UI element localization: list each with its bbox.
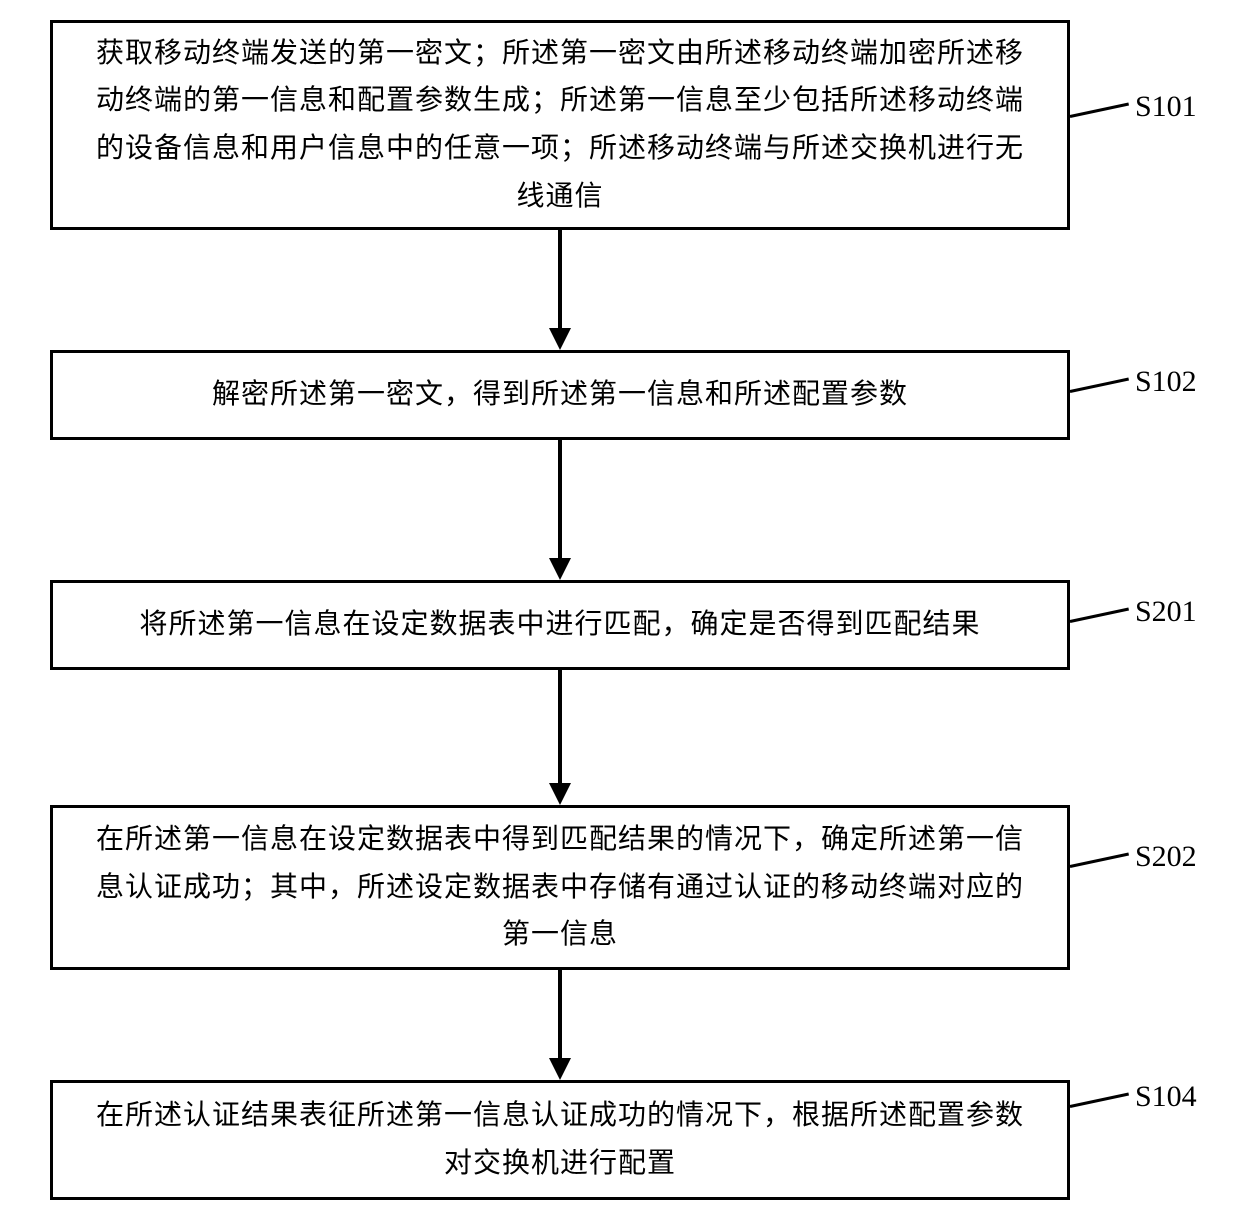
flow-edge [558, 230, 562, 328]
step-label: S201 [1135, 595, 1197, 629]
arrowhead-icon [549, 328, 571, 350]
flow-node-text: 在所述第一信息在设定数据表中得到匹配结果的情况下，确定所述第一信息认证成功；其中… [83, 816, 1037, 959]
step-label: S101 [1135, 90, 1197, 124]
flow-node-text: 将所述第一信息在设定数据表中进行匹配，确定是否得到匹配结果 [139, 601, 980, 649]
flow-node: 在所述认证结果表征所述第一信息认证成功的情况下，根据所述配置参数对交换机进行配置 [50, 1080, 1070, 1200]
arrowhead-icon [549, 783, 571, 805]
label-tick [1070, 103, 1129, 118]
flow-edge [558, 670, 562, 783]
flow-node-text: 获取移动终端发送的第一密文；所述第一密文由所述移动终端加密所述移动终端的第一信息… [83, 30, 1037, 220]
label-tick [1070, 378, 1129, 393]
label-tick [1070, 1093, 1129, 1108]
arrowhead-icon [549, 1058, 571, 1080]
step-label: S102 [1135, 365, 1197, 399]
flow-node: 获取移动终端发送的第一密文；所述第一密文由所述移动终端加密所述移动终端的第一信息… [50, 20, 1070, 230]
flow-edge [558, 970, 562, 1058]
flow-node: 将所述第一信息在设定数据表中进行匹配，确定是否得到匹配结果 [50, 580, 1070, 670]
step-label: S202 [1135, 840, 1197, 874]
flow-node: 解密所述第一密文，得到所述第一信息和所述配置参数 [50, 350, 1070, 440]
arrowhead-icon [549, 558, 571, 580]
step-label: S104 [1135, 1080, 1197, 1114]
flow-node-text: 解密所述第一密文，得到所述第一信息和所述配置参数 [212, 371, 908, 419]
label-tick [1070, 853, 1129, 868]
label-tick [1070, 608, 1129, 623]
flow-edge [558, 440, 562, 558]
flow-node: 在所述第一信息在设定数据表中得到匹配结果的情况下，确定所述第一信息认证成功；其中… [50, 805, 1070, 970]
flow-node-text: 在所述认证结果表征所述第一信息认证成功的情况下，根据所述配置参数对交换机进行配置 [83, 1092, 1037, 1187]
